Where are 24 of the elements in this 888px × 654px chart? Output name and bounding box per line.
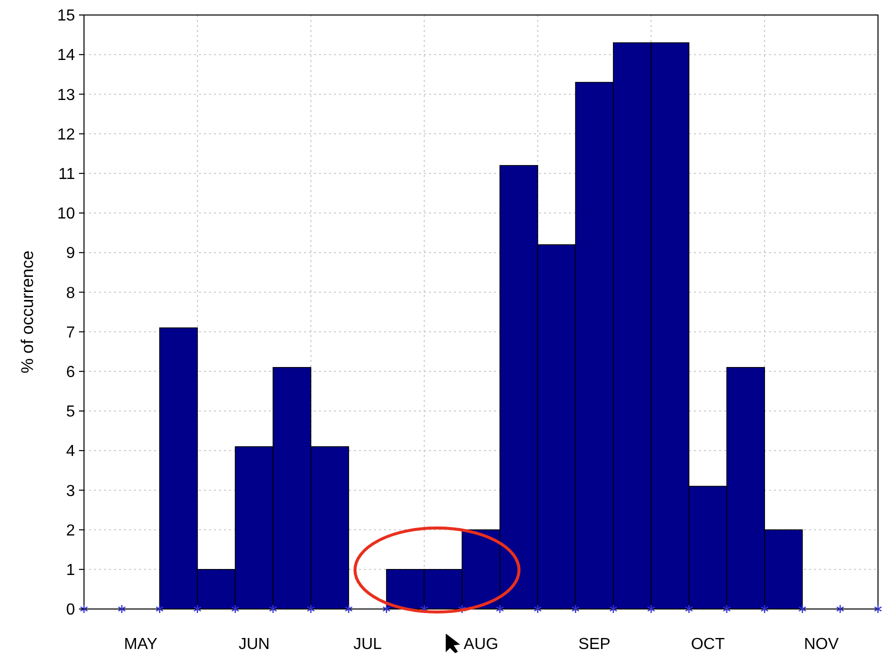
x-tick-label: MAY	[124, 636, 158, 653]
y-tick-label: 9	[66, 245, 76, 262]
y-tick-label: 15	[57, 8, 76, 25]
y-tick-label: 0	[66, 602, 76, 619]
x-tick-label: OCT	[690, 636, 725, 653]
x-tick-label: JUN	[238, 636, 270, 653]
y-tick-label: 10	[57, 206, 76, 223]
x-tick-label: SEP	[578, 636, 610, 653]
x-tick-label: JUL	[353, 636, 382, 653]
y-tick-label: 13	[57, 86, 76, 104]
y-tick-label: 5	[66, 404, 76, 421]
x-tick-label: NOV	[804, 636, 839, 653]
y-tick-label: 8	[66, 284, 76, 302]
y-tick-label: 6	[66, 364, 76, 381]
y-tick-label: 14	[57, 47, 76, 64]
y-tick-label: 4	[66, 443, 76, 460]
y-tick-label: 3	[66, 482, 76, 500]
y-axis-title: % of occurrence	[18, 250, 37, 374]
y-tick-label: 1	[66, 562, 76, 579]
y-tick-label: 12	[57, 126, 76, 144]
x-tick-label: AUG	[464, 636, 498, 653]
y-tick-label: 7	[66, 324, 76, 342]
y-tick-label: 2	[66, 522, 76, 540]
y-tick-label: 11	[58, 166, 76, 183]
